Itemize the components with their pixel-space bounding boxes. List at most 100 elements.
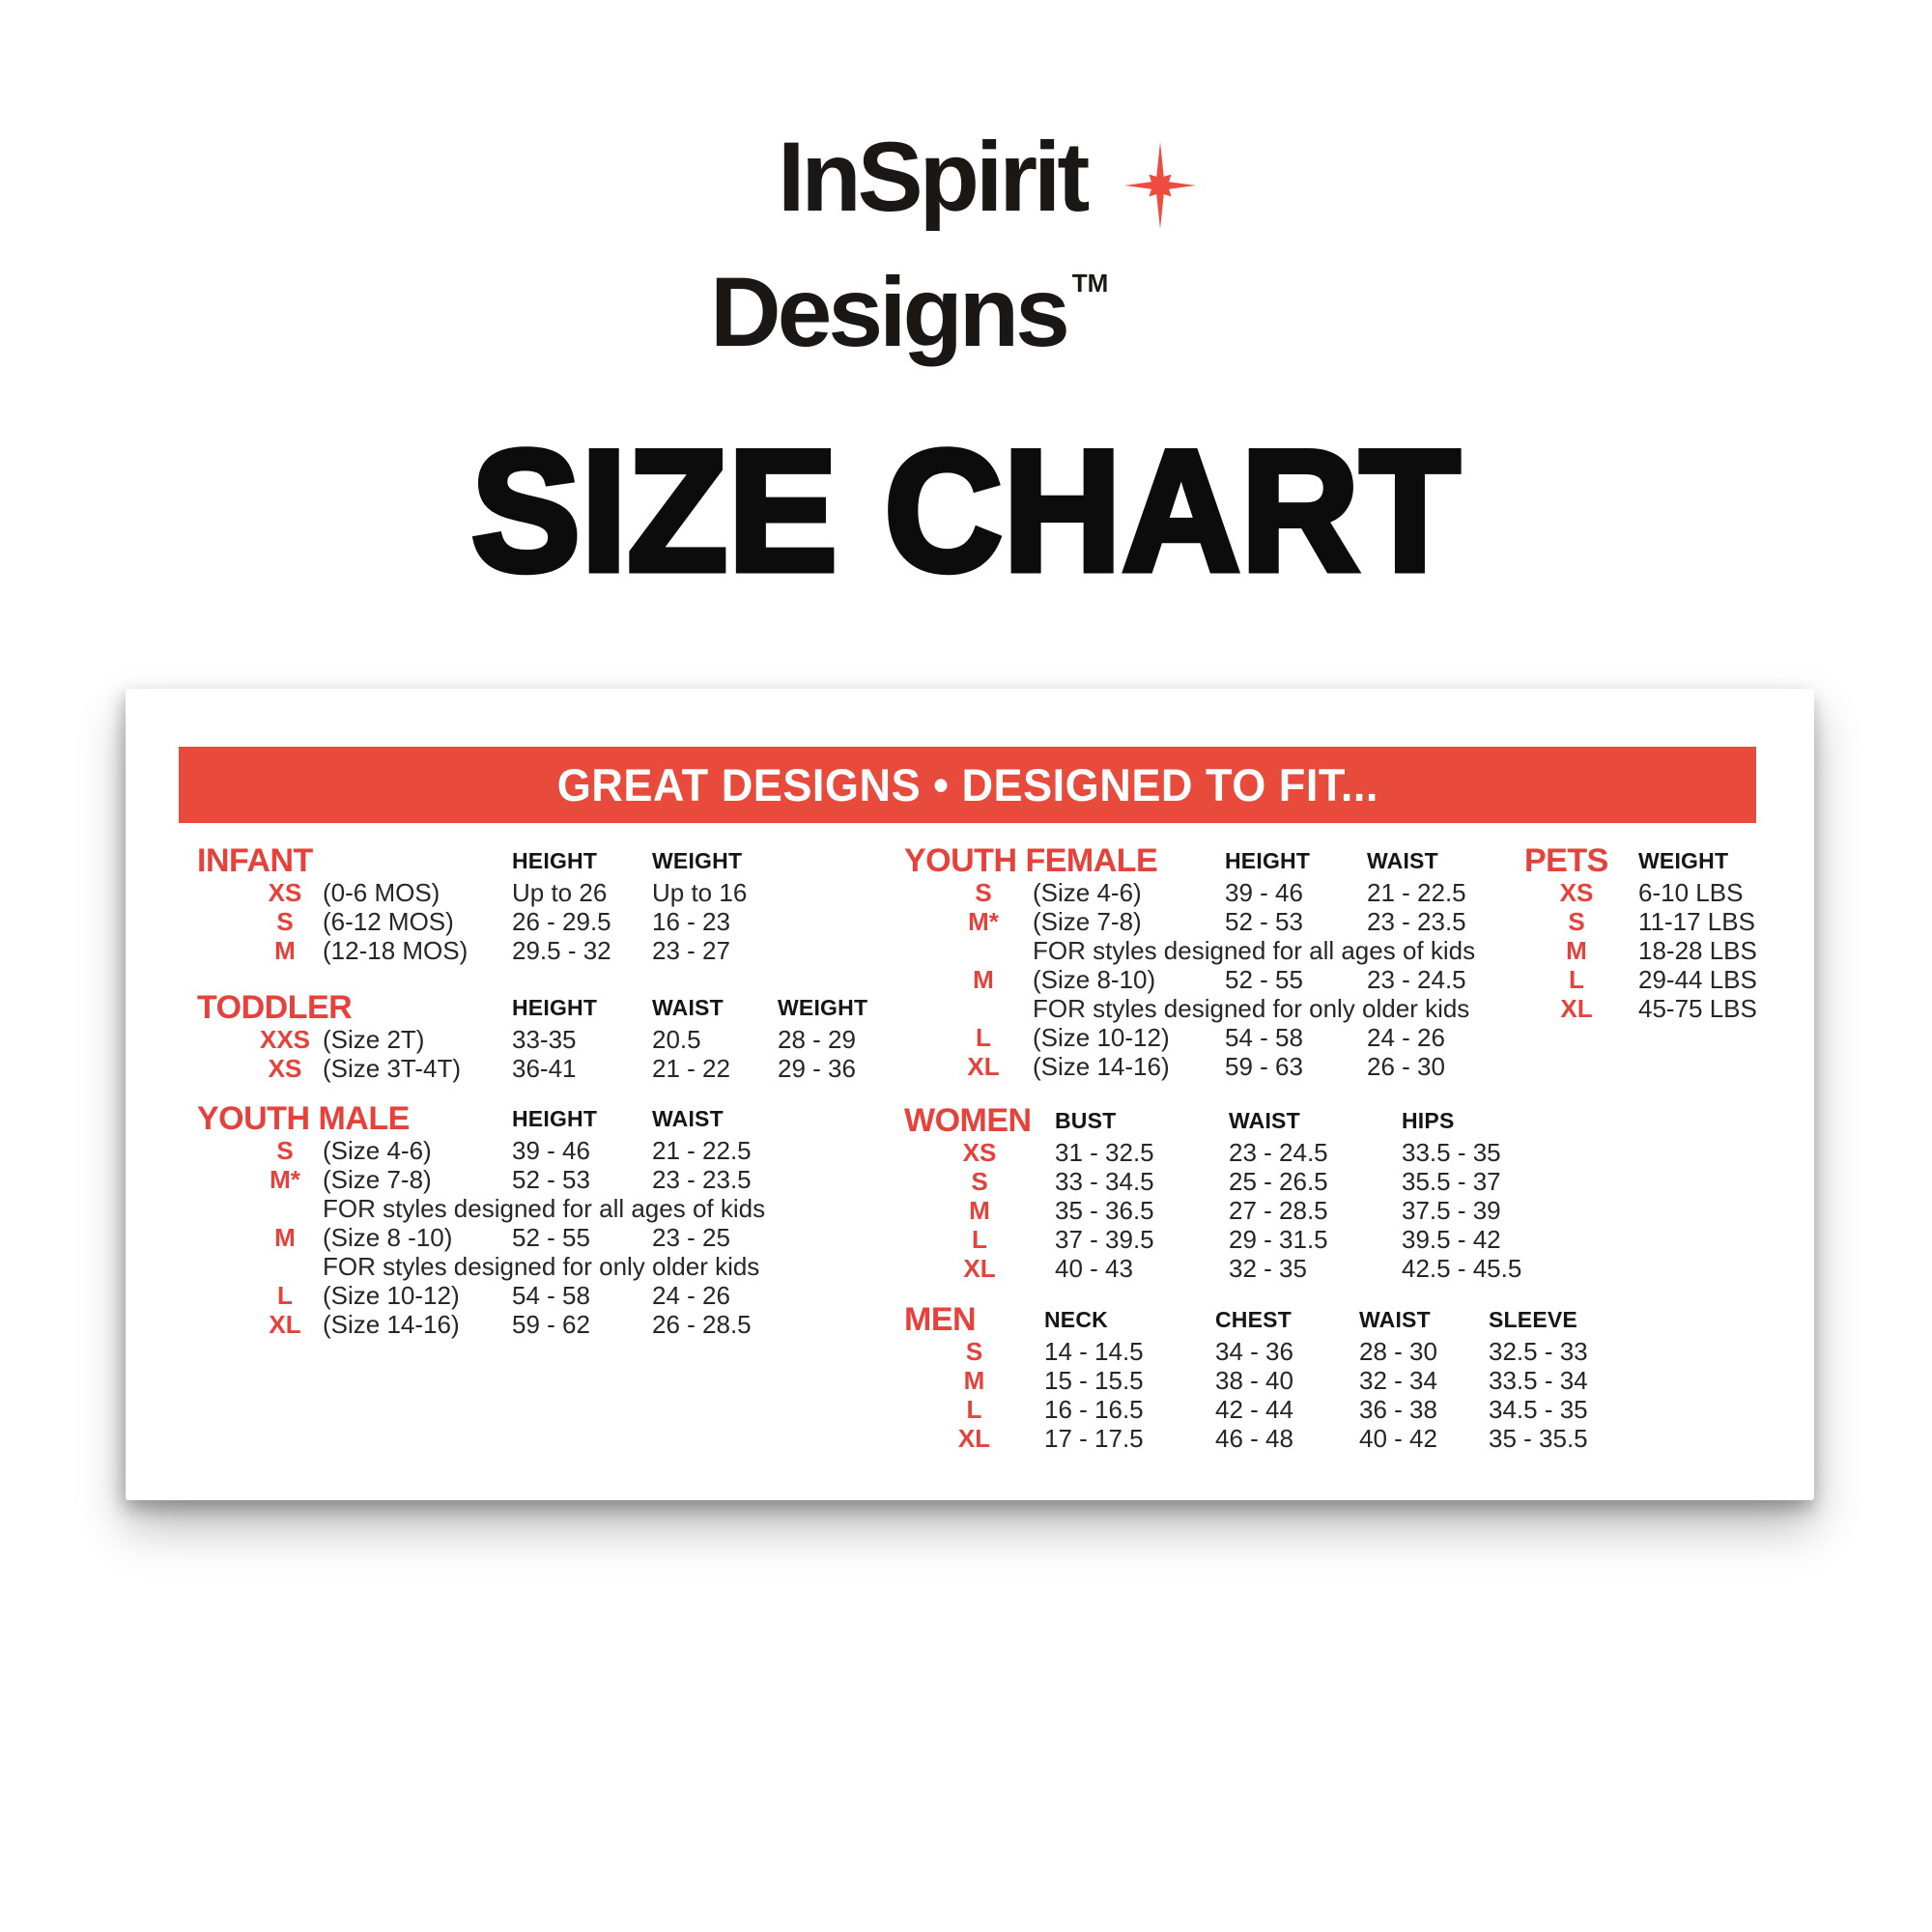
value-cell: 34.5 - 35: [1489, 1395, 1588, 1424]
table-row: M (12-18 MOS) 29.5 - 32 23 - 27: [197, 936, 883, 965]
value-cell: 33.5 - 35: [1402, 1138, 1501, 1167]
size-cell: S: [975, 878, 992, 907]
value-cell: 21 - 22.5: [652, 1136, 752, 1165]
size-cell: S: [276, 1136, 294, 1165]
table-row: M 35 - 36.5 27 - 28.5 37.5 - 39: [904, 1196, 1590, 1225]
table-row: S 33 - 34.5 25 - 26.5 35.5 - 37: [904, 1167, 1590, 1196]
note-row: FOR styles designed for only older kids: [904, 994, 1590, 1023]
value-cell: 33-35: [512, 1025, 577, 1054]
value-cell: 40 - 42: [1359, 1424, 1437, 1453]
size-cell: M: [973, 965, 994, 994]
table-row: M* (Size 7-8) 52 - 53 23 - 23.5: [904, 907, 1590, 936]
table-row: L 16 - 16.5 42 - 44 36 - 38 34.5 - 35: [904, 1395, 1596, 1424]
value-cell: 29-44 LBS: [1638, 965, 1757, 994]
value-cell: 42.5 - 45.5: [1402, 1254, 1522, 1283]
logo-line2: Designs TM: [710, 230, 1108, 365]
value-cell: 28 - 29: [778, 1025, 856, 1054]
value-cell: 42 - 44: [1215, 1395, 1293, 1424]
value-cell: 35 - 36.5: [1055, 1196, 1154, 1225]
column-header: WAIST: [652, 994, 724, 1020]
section-women: WOMEN BUST WAIST HIPS XS 31 - 32.5 23 - 24.5 33…: [904, 1103, 1590, 1283]
value-cell: Up to 26: [512, 878, 608, 907]
value-cell: 36 - 38: [1359, 1395, 1437, 1424]
section-title: MEN: [904, 1301, 977, 1338]
column-header: HEIGHT: [1225, 847, 1311, 873]
size-desc-cell: (Size 8 -10): [323, 1223, 453, 1252]
column-header: WAIST: [1367, 847, 1438, 873]
value-cell: 40 - 43: [1055, 1254, 1133, 1283]
size-cell: XL: [967, 1052, 1000, 1081]
size-cell: L: [277, 1281, 293, 1310]
logo-line2-text: Designs: [710, 257, 1070, 367]
note-text: FOR styles designed for only older kids: [1033, 994, 1470, 1023]
table-row: XS 6-10 LBS: [1524, 878, 1804, 907]
size-desc-cell: (Size 14-16): [1033, 1052, 1170, 1081]
logo-line1: InSpirit: [778, 122, 1090, 232]
size-cell: M: [274, 936, 296, 965]
size-cell: XS: [962, 1138, 997, 1167]
section-youth-male: YOUTH MALE HEIGHT WAIST S (Size 4-6) 39 - 46 2…: [197, 1101, 883, 1339]
section-header-row: YOUTH MALE HEIGHT WAIST: [197, 1101, 883, 1136]
value-cell: 54 - 58: [512, 1281, 590, 1310]
value-cell: 14 - 14.5: [1044, 1337, 1144, 1366]
value-cell: 37 - 39.5: [1055, 1225, 1154, 1254]
table-row: L (Size 10-12) 54 - 58 24 - 26: [197, 1281, 883, 1310]
size-cell: M: [969, 1196, 990, 1225]
size-cell: XS: [1559, 878, 1594, 907]
value-cell: 21 - 22: [652, 1054, 730, 1083]
section-header-row: WOMEN BUST WAIST HIPS: [904, 1103, 1590, 1138]
section-infant: INFANT HEIGHT WEIGHT XS (0-6 MOS) Up to 26 Up …: [197, 843, 883, 965]
value-cell: 23 - 27: [652, 936, 730, 965]
value-cell: 34 - 36: [1215, 1337, 1293, 1366]
value-cell: 27 - 28.5: [1229, 1196, 1328, 1225]
section-header-row: PETS WEIGHT: [1524, 843, 1804, 878]
value-cell: 52 - 53: [512, 1165, 590, 1194]
size-desc-cell: (Size 10-12): [323, 1281, 460, 1310]
page-title: SIZE CHART: [469, 411, 1463, 610]
value-cell: 35.5 - 37: [1402, 1167, 1501, 1196]
table-row: S (Size 4-6) 39 - 46 21 - 22.5: [197, 1136, 883, 1165]
value-cell: 37.5 - 39: [1402, 1196, 1501, 1225]
value-cell: 28 - 30: [1359, 1337, 1437, 1366]
brand-logo: InSpirit Designs TM: [710, 122, 1196, 365]
value-cell: 25 - 26.5: [1229, 1167, 1328, 1196]
value-cell: 54 - 58: [1225, 1023, 1303, 1052]
table-row: L 29-44 LBS: [1524, 965, 1804, 994]
column-header: WEIGHT: [778, 994, 868, 1020]
note-row: FOR styles designed for all ages of kids: [197, 1194, 883, 1223]
section-title: PETS: [1524, 842, 1608, 879]
value-cell: 26 - 30: [1367, 1052, 1445, 1081]
value-cell: 32.5 - 33: [1489, 1337, 1588, 1366]
column-header: WEIGHT: [1638, 847, 1729, 873]
column-header: WAIST: [1359, 1306, 1431, 1332]
size-cell: L: [976, 1023, 991, 1052]
size-desc-cell: (0-6 MOS): [323, 878, 440, 907]
note-row: FOR styles designed for only older kids: [197, 1252, 883, 1281]
value-cell: 26 - 28.5: [652, 1310, 752, 1339]
table-row: XL 45-75 LBS: [1524, 994, 1804, 1023]
value-cell: 23 - 24.5: [1367, 965, 1466, 994]
table-row: L 37 - 39.5 29 - 31.5 39.5 - 42: [904, 1225, 1590, 1254]
size-cell: XS: [268, 1054, 302, 1083]
value-cell: 29 - 36: [778, 1054, 856, 1083]
value-cell: 23 - 23.5: [652, 1165, 752, 1194]
table-row: XS (0-6 MOS) Up to 26 Up to 16: [197, 878, 883, 907]
value-cell: 29.5 - 32: [512, 936, 611, 965]
value-cell: 45-75 LBS: [1638, 994, 1757, 1023]
trademark-symbol: TM: [1071, 269, 1109, 298]
column-header: HEIGHT: [512, 847, 598, 873]
value-cell: Up to 16: [652, 878, 748, 907]
size-cell: M: [274, 1223, 296, 1252]
table-row: M 18-28 LBS: [1524, 936, 1804, 965]
size-cell: S: [971, 1167, 988, 1196]
note-text: FOR styles designed for all ages of kids: [1033, 936, 1476, 965]
value-cell: 26 - 29.5: [512, 907, 611, 936]
value-cell: 59 - 62: [512, 1310, 590, 1339]
section-title: INFANT: [197, 842, 313, 879]
table-row: XL 40 - 43 32 - 35 42.5 - 45.5: [904, 1254, 1590, 1283]
size-desc-cell: (Size 4-6): [1033, 878, 1142, 907]
size-cell: M: [963, 1366, 985, 1395]
size-desc-cell: (Size 2T): [323, 1025, 425, 1054]
column-header: WAIST: [1229, 1107, 1300, 1133]
table-row: XL (Size 14-16) 59 - 62 26 - 28.5: [197, 1310, 883, 1339]
